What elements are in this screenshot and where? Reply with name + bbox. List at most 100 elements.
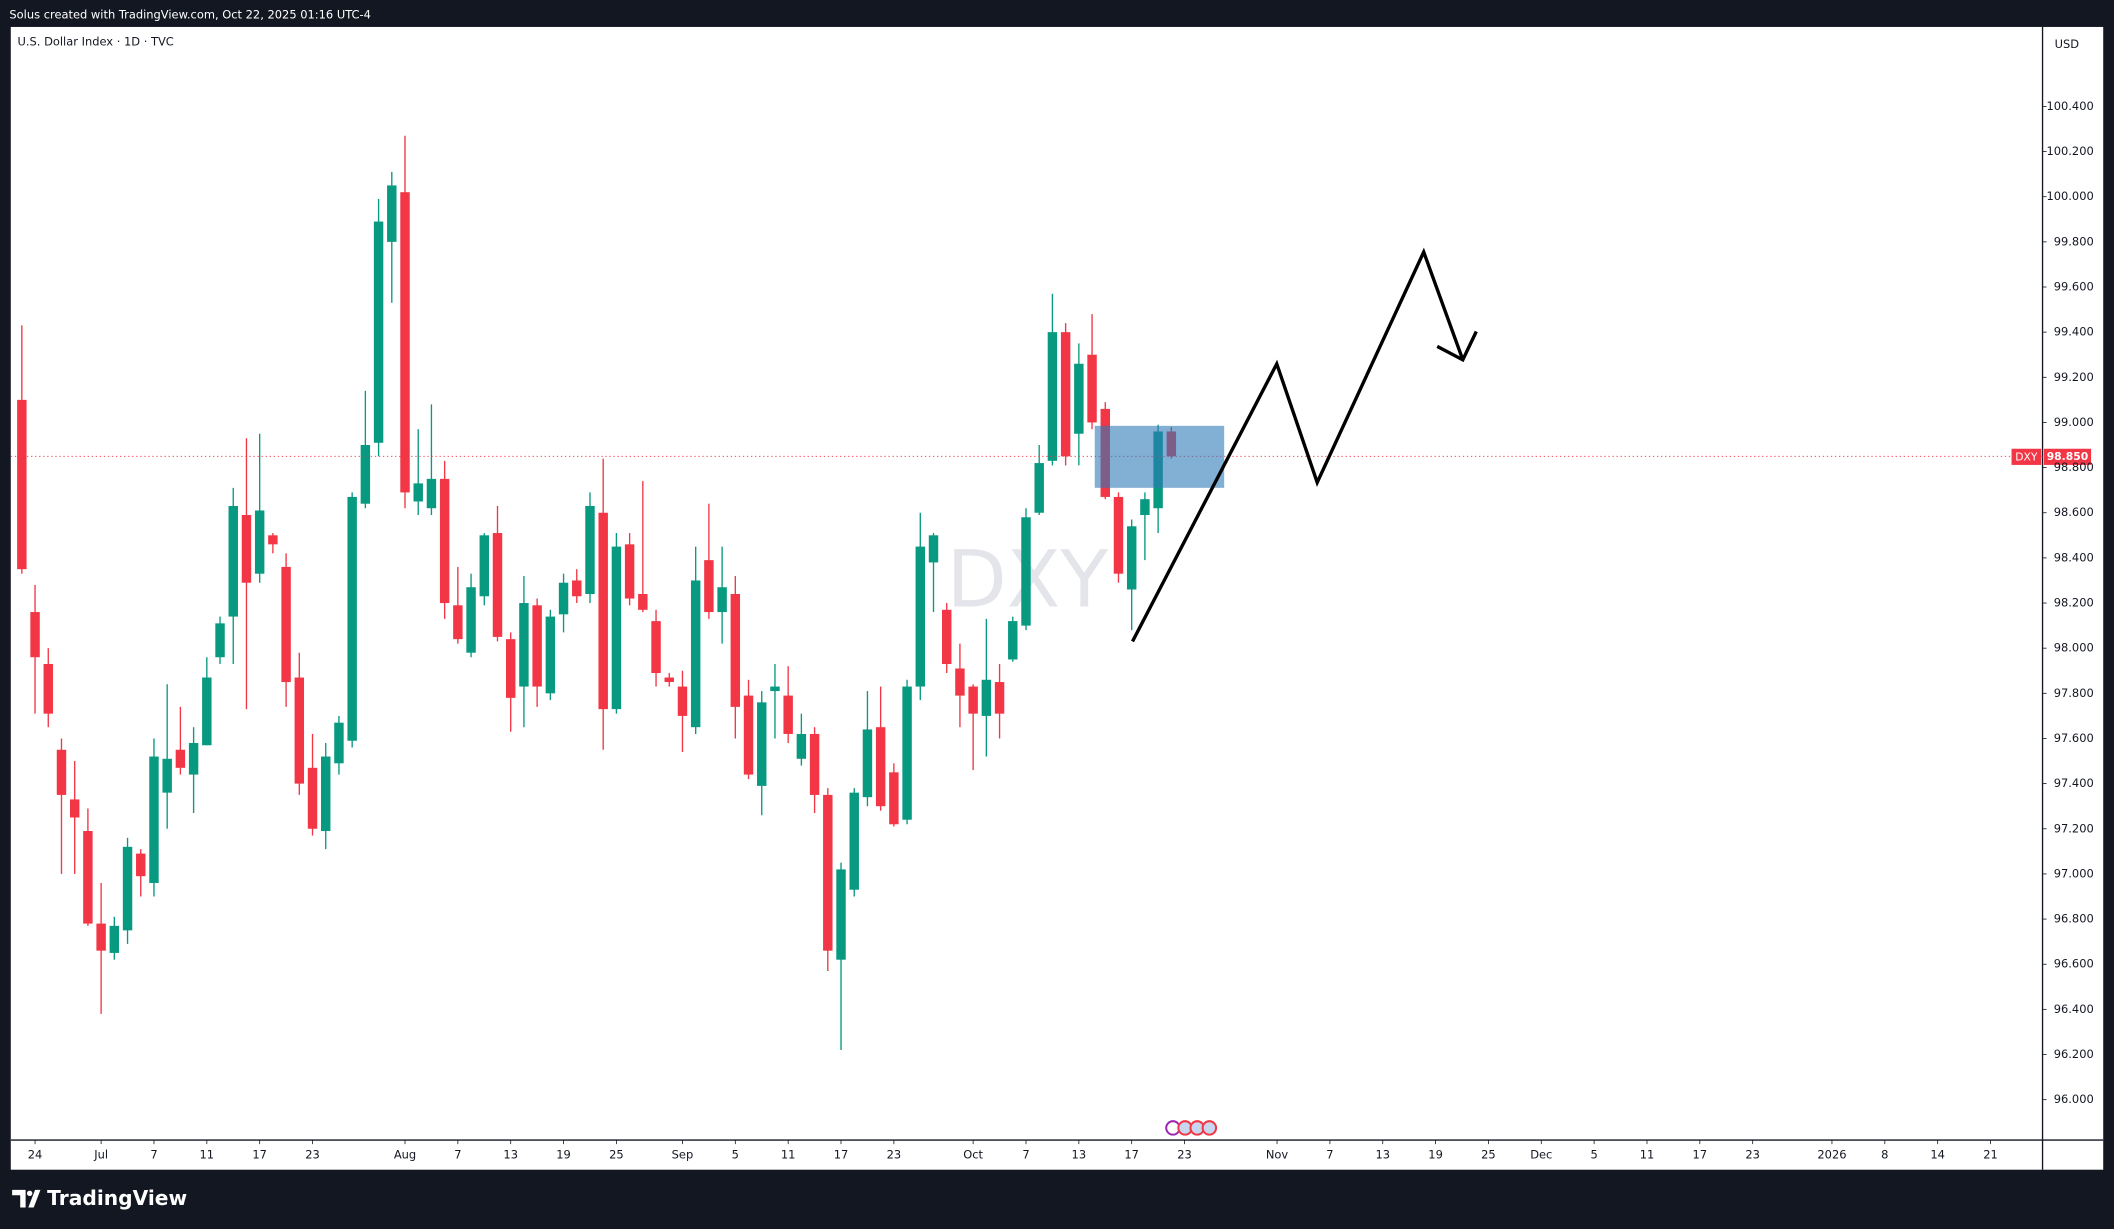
candle-body xyxy=(479,535,489,597)
candle-body xyxy=(17,399,27,570)
candle-body xyxy=(1113,496,1124,574)
candle-body xyxy=(202,677,212,746)
candle-body xyxy=(915,546,926,687)
x-tick-label: 11 xyxy=(1640,1147,1655,1161)
candle-body xyxy=(783,695,793,734)
currency: USD xyxy=(2055,37,2080,51)
candle-body xyxy=(228,505,238,617)
candle-body xyxy=(1126,526,1137,590)
candle-body xyxy=(347,496,357,741)
logo-dot xyxy=(26,1190,33,1196)
x-tick-label: 11 xyxy=(781,1147,796,1161)
candle-body xyxy=(558,582,569,615)
x-tick-label: 23 xyxy=(1177,1147,1192,1161)
candle-body xyxy=(387,185,397,242)
y-tick-label: 96.200 xyxy=(2054,1047,2094,1061)
x-tick-label: 21 xyxy=(1983,1147,1998,1161)
y-tick-label: 97.200 xyxy=(2054,821,2094,835)
x-tick-label: 17 xyxy=(1124,1147,1139,1161)
y-tick-label: 96.600 xyxy=(2054,957,2094,971)
candle-body xyxy=(690,580,701,728)
header: Solus created with TradingView.com, Oct … xyxy=(9,7,371,21)
candle-body xyxy=(730,594,741,707)
candle-body xyxy=(677,686,688,716)
candle-body xyxy=(941,609,952,664)
candle-body xyxy=(638,594,648,610)
candle-body xyxy=(1140,499,1150,515)
y-tick-label: 96.000 xyxy=(2054,1092,2094,1106)
y-tick-label: 98.200 xyxy=(2054,596,2094,610)
candle-body xyxy=(1034,463,1044,513)
candle-body xyxy=(268,535,278,545)
candle-body xyxy=(373,221,384,443)
candle-body xyxy=(770,686,780,692)
candle-body xyxy=(215,623,225,658)
candle-body xyxy=(241,514,252,583)
candle-body xyxy=(664,677,674,683)
x-tick-label: 25 xyxy=(1481,1147,1496,1161)
y-tick-label: 100.400 xyxy=(2046,99,2093,113)
candle-body xyxy=(294,677,305,784)
price-badge: DXY 98.850 xyxy=(2011,448,2092,465)
x-tick-label: 8 xyxy=(1881,1147,1888,1161)
candle-body xyxy=(968,686,978,714)
candle-body xyxy=(30,612,40,658)
candle-body xyxy=(466,587,476,653)
y-tick-label: 98.000 xyxy=(2054,641,2094,655)
candle-body xyxy=(1074,363,1084,434)
x-tick-label: 7 xyxy=(1022,1147,1029,1161)
candle-body xyxy=(281,566,291,683)
candle-body xyxy=(717,587,727,613)
candle-body xyxy=(175,749,186,768)
candle-body xyxy=(585,505,595,595)
x-tick-label: 23 xyxy=(1745,1147,1760,1161)
candle-body xyxy=(624,544,635,599)
candle-body xyxy=(849,792,859,890)
y-tick-label: 100.000 xyxy=(2046,189,2093,203)
x-tick-label: 14 xyxy=(1930,1147,1945,1161)
candle-body xyxy=(426,478,437,509)
candle-body xyxy=(56,749,67,795)
candle-body xyxy=(889,772,899,825)
candle-body xyxy=(994,682,1005,714)
candle-body xyxy=(519,603,529,687)
x-tick-label: 11 xyxy=(200,1147,215,1161)
projection-path xyxy=(1131,247,1465,643)
x-tick-label: 23 xyxy=(305,1147,320,1161)
x-tick-label: 2026 xyxy=(1817,1147,1846,1161)
candle-body xyxy=(69,799,80,818)
y-tick-label: 98.800 xyxy=(2054,460,2094,474)
plot xyxy=(10,135,2043,1050)
candle-body xyxy=(307,767,318,829)
candle-body xyxy=(96,923,106,951)
candle-body xyxy=(1008,621,1018,660)
x-tick-label: 25 xyxy=(609,1147,624,1161)
candle-body xyxy=(334,722,344,764)
brand: TradingView xyxy=(47,1186,187,1210)
x-tick-label: 13 xyxy=(503,1147,518,1161)
y-tick-label: 96.400 xyxy=(2054,1002,2094,1016)
candle-body xyxy=(875,727,886,807)
candle-body xyxy=(188,742,199,775)
x-tick-label: 23 xyxy=(887,1147,902,1161)
candle-body xyxy=(981,679,992,716)
x-tick-label: 17 xyxy=(252,1147,267,1161)
badge-symbol-bg xyxy=(2011,448,2042,465)
candle-body xyxy=(796,733,807,759)
y-tick-label: 99.400 xyxy=(2054,325,2094,339)
y-tick-label: 97.800 xyxy=(2054,686,2094,700)
candle-body xyxy=(83,831,93,924)
candle-body xyxy=(823,794,833,951)
x-tick-label: Aug xyxy=(394,1147,416,1161)
x-tick-label: 5 xyxy=(732,1147,739,1161)
x-tick-label: Dec xyxy=(1530,1147,1552,1161)
x-tick-label: Oct xyxy=(963,1147,983,1161)
candle-body xyxy=(400,192,410,493)
candle-body xyxy=(704,560,714,613)
candle-body xyxy=(413,483,423,502)
x-tick-label: 24 xyxy=(28,1147,43,1161)
candle-body xyxy=(43,663,53,714)
candle-body xyxy=(492,533,503,637)
y-tick-label: 98.400 xyxy=(2054,550,2094,564)
